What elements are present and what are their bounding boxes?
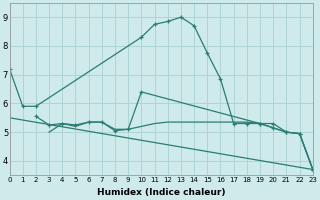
X-axis label: Humidex (Indice chaleur): Humidex (Indice chaleur) <box>97 188 225 197</box>
